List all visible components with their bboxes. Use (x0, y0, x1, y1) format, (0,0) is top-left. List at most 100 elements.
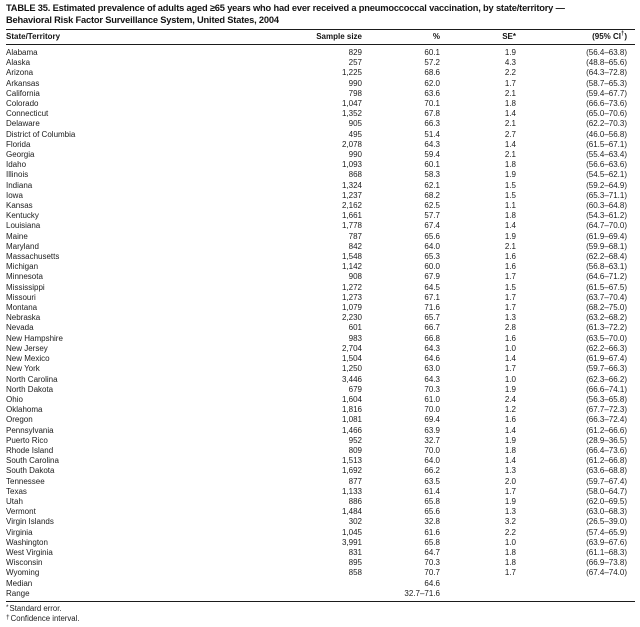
cell-state: Alabama (6, 48, 38, 57)
cell-percent: 66.8 (424, 333, 440, 343)
table-row: Michigan 1,142 60.0 1.6 (56.8–63.1) (6, 262, 635, 272)
table-row: California 798 63.6 2.1 (59.4–67.7) (6, 89, 635, 99)
cell-ci: (64.3–72.8) (586, 68, 627, 78)
cell-ci: (57.4–65.9) (586, 527, 627, 537)
cell-percent: 57.7 (424, 211, 440, 221)
cell-percent: 66.3 (424, 119, 440, 129)
cell-state: Colorado (6, 99, 39, 109)
column-header-state: State/Territory (6, 29, 302, 45)
cell-percent: 60.0 (424, 262, 440, 272)
cell-ci: (59.2–64.9) (586, 180, 627, 190)
cell-sample-size: 1,504 (341, 354, 362, 364)
cell-state: North Dakota (6, 384, 54, 394)
cell-percent: 70.0 (424, 405, 440, 415)
cell-se: 1.3 (504, 313, 516, 323)
cell-sample-size: 1,484 (341, 507, 362, 517)
cell-state: Delaware (6, 119, 40, 129)
cell-ci: (59.7–66.3) (586, 364, 627, 374)
footnote: †Confidence interval. (6, 613, 80, 623)
cell-sample-size: 1,513 (341, 456, 362, 466)
cell-ci: (60.3–64.8) (586, 201, 627, 211)
cell-ci: (61.5–67.1) (586, 139, 627, 149)
cell-state: Maine (6, 231, 28, 241)
cell-percent: 60.1 (424, 48, 440, 57)
cell-percent: 64.5 (424, 282, 440, 292)
cell-sample-size: 809 (348, 445, 362, 455)
table-row: Massachusetts 1,548 65.3 1.6 (62.2–68.4) (6, 252, 635, 262)
cell-ci: (66.4–73.6) (586, 445, 627, 455)
table-row: Arkansas 990 62.0 1.7 (58.7–65.3) (6, 79, 635, 89)
cell-ci: (62.2–68.4) (586, 252, 627, 262)
column-header-se: SE* (440, 29, 516, 45)
cell-se: 1.2 (504, 405, 516, 415)
cell-ci: (66.6–73.6) (586, 99, 627, 109)
table-row: Maine 787 65.6 1.9 (61.9–69.4) (6, 232, 635, 242)
cell-ci: (61.5–67.5) (586, 282, 627, 292)
cell-se: 2.8 (504, 323, 516, 333)
data-table: State/Territory Sample size% SE* (95% CI†) … (6, 29, 635, 602)
cell-ci: (61.1–68.3) (586, 547, 627, 557)
cell-percent: 61.6 (424, 527, 440, 537)
cell-percent: 63.9 (424, 425, 440, 435)
cell-percent: 32.7–71.6 (404, 588, 440, 598)
cell-ci: (66.9–73.8) (586, 558, 627, 568)
table-row: Pennsylvania 1,466 63.9 1.4 (61.2–66.6) (6, 426, 635, 436)
cell-ci: (67.7–72.3) (586, 405, 627, 415)
table-row: Wisconsin 895 70.3 1.8 (66.9–73.8) (6, 558, 635, 568)
cell-se: 1.8 (504, 160, 516, 170)
table-row: Washington 3,991 65.8 1.0 (63.9–67.6) (6, 538, 635, 548)
cell-percent: 69.4 (424, 415, 440, 425)
table-row: South Carolina 1,513 64.0 1.4 (61.2–66.8) (6, 456, 635, 466)
cell-sample-size: 831 (348, 547, 362, 557)
column-header-sample-size: Sample size (302, 29, 364, 45)
cell-percent: 66.7 (424, 323, 440, 333)
cell-state: Virgin Islands (6, 517, 54, 527)
footnote-marker: † (6, 613, 10, 621)
cell-state: New York (6, 364, 40, 374)
cell-sample-size: 877 (348, 476, 362, 486)
table-row: Nebraska 2,230 65.7 1.3 (63.2–68.2) (6, 313, 635, 323)
cell-sample-size: 1,081 (341, 415, 362, 425)
cell-sample-size: 2,162 (341, 201, 362, 211)
table-row: Texas 1,133 61.4 1.7 (58.0–64.7) (6, 487, 635, 497)
cell-se: 1.6 (504, 252, 516, 262)
table-row: Illinois 868 58.3 1.9 (54.5–62.1) (6, 170, 635, 180)
cell-ci (516, 579, 635, 589)
cell-ci: (56.6–63.6) (586, 160, 627, 170)
cell-ci: (66.6–74.1) (586, 384, 627, 394)
cell-ci: (62.0–69.5) (586, 496, 627, 506)
cell-percent: 70.7 (424, 568, 440, 578)
cell-state: Range (6, 588, 30, 598)
cell-se: 1.5 (504, 282, 516, 292)
cell-percent: 65.7 (424, 313, 440, 323)
table-row: Alaska 257 57.2 4.3 (48.8–65.6) (6, 58, 635, 68)
cell-sample-size: 1,466 (341, 425, 362, 435)
table-row: Louisiana 1,778 67.4 1.4 (64.7–70.0) (6, 221, 635, 231)
table-body: Alabama 829 60.1 1.9 (56.4–63.8) Alaska 257 57.… (6, 45, 635, 602)
column-header-percent: % (364, 29, 440, 45)
cell-ci: (54.3–61.2) (586, 211, 627, 221)
table-row: Iowa 1,237 68.2 1.5 (65.3–71.1) (6, 191, 635, 201)
cell-se: 1.6 (504, 262, 516, 272)
cell-se: 1.0 (504, 537, 516, 547)
table-row: Indiana 1,324 62.1 1.5 (59.2–64.9) (6, 181, 635, 191)
cell-se: 1.8 (504, 558, 516, 568)
cell-percent: 64.3 (424, 139, 440, 149)
cell-state: South Dakota (6, 466, 55, 476)
cell-sample-size: 495 (348, 129, 362, 139)
header-row: State/Territory Sample size% SE* (95% CI†) (6, 29, 635, 45)
cell-state: West Virginia (6, 547, 53, 557)
cell-sample-size: 1,237 (341, 190, 362, 200)
cell-sample-size: 868 (348, 170, 362, 180)
cell-ci: (48.8–65.6) (586, 58, 627, 68)
cell-state: Utah (6, 496, 23, 506)
table-row: Kansas 2,162 62.5 1.1 (60.3–64.8) (6, 201, 635, 211)
cell-ci: (54.5–62.1) (586, 170, 627, 180)
cell-percent: 68.6 (424, 68, 440, 78)
cell-sample-size: 858 (348, 568, 362, 578)
table-row: New Mexico 1,504 64.6 1.4 (61.9–67.4) (6, 354, 635, 364)
table-row: Utah 886 65.8 1.9 (62.0–69.5) (6, 497, 635, 507)
cell-se: 1.7 (504, 292, 516, 302)
cell-sample-size: 1,093 (341, 160, 362, 170)
cell-se: 1.5 (504, 190, 516, 200)
